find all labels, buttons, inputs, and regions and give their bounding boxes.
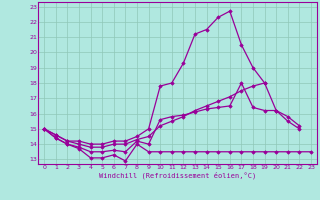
X-axis label: Windchill (Refroidissement éolien,°C): Windchill (Refroidissement éolien,°C) <box>99 172 256 179</box>
